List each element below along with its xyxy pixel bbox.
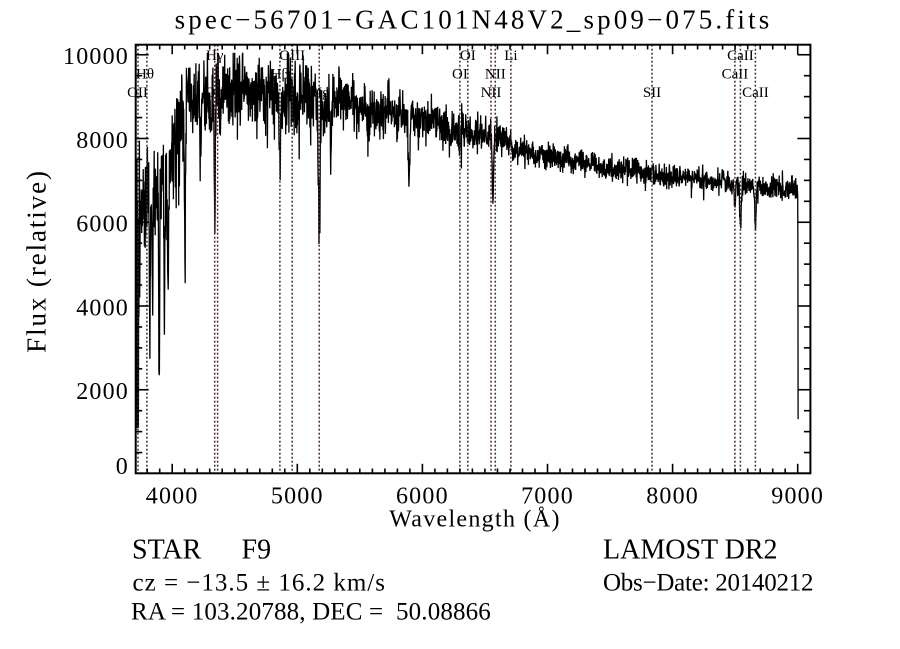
svg-text:6000: 6000 xyxy=(76,212,129,238)
svg-text:Hθ: Hθ xyxy=(136,67,154,83)
svg-text:cz = −13.5 ± 16.2 km/s: cz = −13.5 ± 16.2 km/s xyxy=(133,570,386,597)
svg-text:NII: NII xyxy=(485,67,506,83)
svg-text:OII: OII xyxy=(127,85,148,101)
svg-text:LAMOST DR2: LAMOST DR2 xyxy=(603,535,778,566)
svg-text:4000: 4000 xyxy=(146,484,199,510)
svg-text:Mg: Mg xyxy=(309,85,330,101)
svg-text:5000: 5000 xyxy=(271,484,324,510)
svg-text:8000: 8000 xyxy=(76,128,129,154)
svg-text:OIII: OIII xyxy=(205,85,231,101)
svg-text:Flux (relative): Flux (relative) xyxy=(22,169,52,353)
svg-text:Obs−Date: 20140212: Obs−Date: 20140212 xyxy=(603,570,813,597)
svg-text:9000: 9000 xyxy=(771,484,824,510)
svg-text:SII: SII xyxy=(643,85,661,101)
svg-text:Hγ: Hγ xyxy=(206,48,224,64)
svg-text:7000: 7000 xyxy=(521,484,574,510)
svg-text:CaII: CaII xyxy=(742,85,769,101)
svg-text:STAR: STAR xyxy=(132,535,202,566)
svg-text:2000: 2000 xyxy=(76,379,129,405)
svg-text:CaII: CaII xyxy=(722,67,749,83)
svg-text:F9: F9 xyxy=(242,535,272,566)
svg-text:6000: 6000 xyxy=(396,484,449,510)
svg-text:0: 0 xyxy=(116,454,129,480)
svg-text:Wavelength (Å): Wavelength (Å) xyxy=(389,507,561,533)
svg-text:4000: 4000 xyxy=(76,295,129,321)
svg-text:RA = 103.20788, DEC = 50.0886: RA = 103.20788, DEC = 50.08866 xyxy=(131,599,491,626)
svg-text:Hβ: Hβ xyxy=(271,67,289,83)
svg-text:NII: NII xyxy=(481,85,502,101)
svg-text:OI: OI xyxy=(452,67,468,83)
svg-text:OI: OI xyxy=(460,48,476,64)
svg-text:spec−56701−GAC101N48V2_sp09−07: spec−56701−GAC101N48V2_sp09−075.fits xyxy=(175,5,773,35)
svg-text:CaII: CaII xyxy=(727,48,754,64)
svg-text:10000: 10000 xyxy=(63,44,129,70)
svg-text:Li: Li xyxy=(504,48,517,64)
svg-text:8000: 8000 xyxy=(646,484,699,510)
svg-text:OIII: OIII xyxy=(279,48,305,64)
